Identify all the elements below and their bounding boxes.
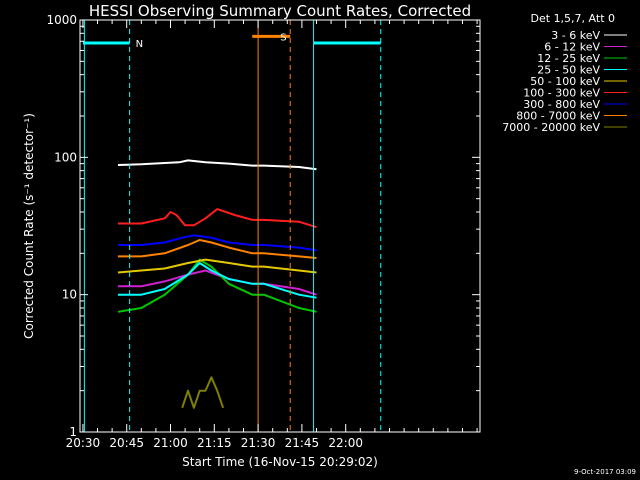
x-tick-label: 20:30 — [66, 436, 101, 450]
state-flag-s: S — [280, 32, 286, 43]
chart-title: HESSI Observing Summary Count Rates, Cor… — [89, 2, 471, 20]
legend-label-12-25-kev: 12 - 25 keV — [537, 52, 600, 65]
y-tick-label: 10 — [62, 288, 77, 302]
series-line-100-300-kev — [118, 208, 317, 229]
x-tick-label: 21:00 — [153, 436, 188, 450]
legend-label-3-6-kev: 3 - 6 keV — [551, 29, 600, 42]
legend-label-800-7000-kev: 800 - 7000 keV — [516, 110, 600, 123]
state-marker-lines — [83, 20, 382, 432]
series-layer — [117, 159, 317, 409]
series-line-12-25-kev — [117, 258, 317, 313]
x-tick-label: 20:45 — [109, 436, 144, 450]
x-tick-label: 22:00 — [328, 436, 363, 450]
x-tick-label: 21:15 — [197, 436, 232, 450]
y-tick-label: 100 — [54, 150, 77, 164]
legend-label-300-800-kev: 300 - 800 keV — [523, 98, 600, 111]
series-line-6-12-kev — [118, 269, 317, 296]
legend-label-50-100-kev: 50 - 100 keV — [530, 75, 600, 88]
legend-title: Det 1,5,7, Att 0 — [531, 12, 615, 25]
y-tick-label: 1000 — [46, 13, 77, 27]
series-line-300-800-kev — [118, 234, 317, 252]
x-tick-label: 21:30 — [241, 436, 276, 450]
y-tick-label: 1 — [69, 425, 77, 439]
series-line-7000-20000-kev — [181, 376, 225, 409]
legend-label-100-300-kev: 100 - 300 keV — [523, 87, 600, 100]
legend-label-25-50-kev: 25 - 50 keV — [537, 64, 600, 77]
axis-ticks: 20:30 20:45 21:00 21:15 21:30 21:45 22:00 1 10 10… — [46, 13, 480, 450]
series-line-25-50-kev — [118, 262, 317, 299]
series-line-50-100-kev — [117, 258, 317, 274]
x-tick-label: 21:45 — [285, 436, 320, 450]
y-axis-title: Corrected Count Rate (s⁻¹ detector⁻¹) — [22, 113, 36, 339]
observing-state-bars: NS — [82, 32, 381, 50]
legend-label-7000-20000-kev: 7000 - 20000 keV — [502, 121, 600, 134]
series-line-800-7000-kev — [118, 239, 317, 259]
series-line-3-6-kev — [117, 159, 317, 171]
footer-timestamp: 9-Oct-2017 03:09 — [574, 468, 636, 476]
x-axis-title: Start Time (16-Nov-15 20:29:02) — [182, 455, 378, 469]
legend-label-6-12-kev: 6 - 12 keV — [544, 41, 600, 54]
state-flag-n: N — [136, 39, 143, 50]
plot-frame — [79, 19, 481, 433]
